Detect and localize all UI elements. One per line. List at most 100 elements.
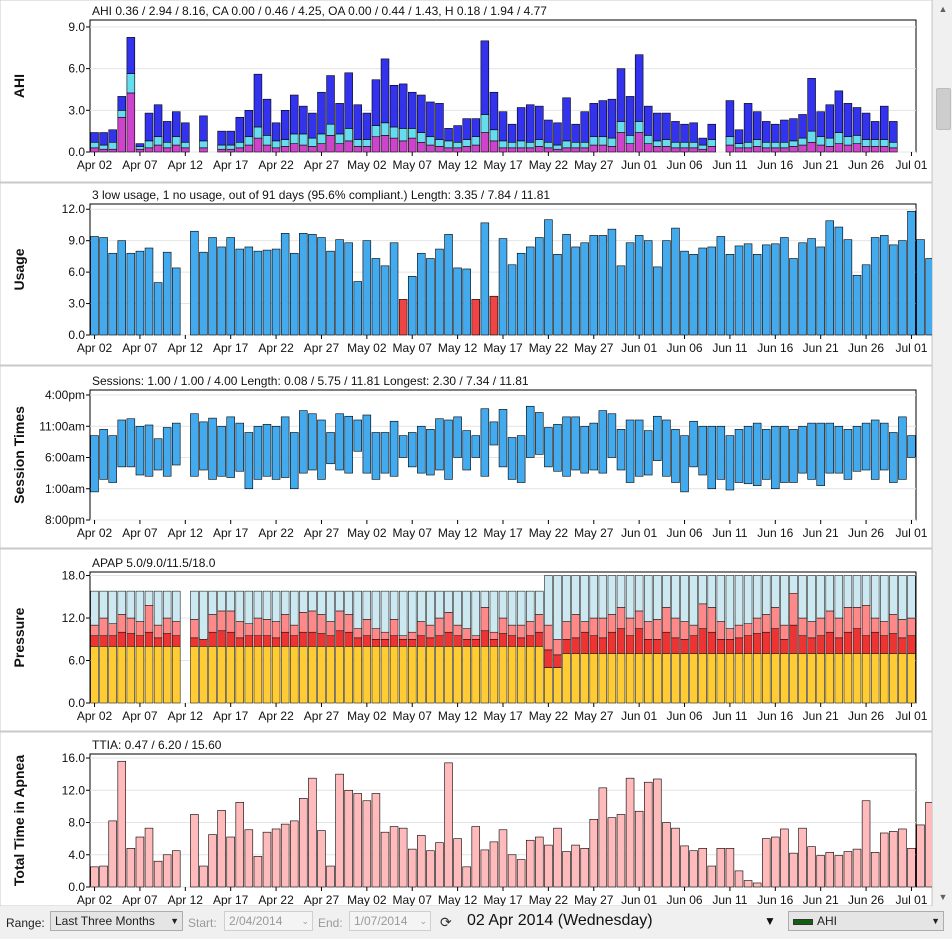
usage-bar <box>444 234 453 336</box>
session-bar <box>507 437 517 480</box>
end-label: End: <box>318 916 343 930</box>
x-tick-label: Apr 07 <box>122 158 158 172</box>
session-bar <box>162 427 172 477</box>
ttia-bar <box>226 836 235 888</box>
pressure-bar-segment <box>544 649 553 668</box>
ahi-bar-segment <box>471 136 481 146</box>
ttia-bar <box>371 793 381 888</box>
pressure-bar-segment <box>880 575 889 622</box>
chart-summary: APAP 5.0/9.0/11.5/18.0 <box>92 556 216 570</box>
ahi-bar-segment <box>752 146 762 153</box>
refresh-icon[interactable]: ⟳ <box>440 914 452 930</box>
end-date-field[interactable]: 1/07/2014 ⌄ <box>349 911 431 931</box>
pressure-bar-segment <box>190 637 199 647</box>
ahi-bar-segment <box>725 100 735 138</box>
ahi-bar-segment <box>489 140 499 153</box>
pressure-bar-segment <box>616 575 626 608</box>
ahi-bar-segment <box>544 147 553 153</box>
pressure-bar-segment <box>389 619 399 636</box>
session-bar <box>843 429 853 480</box>
pressure-bar-segment <box>280 631 290 647</box>
pressure-bar-segment <box>725 575 735 629</box>
pressure-bar-segment <box>389 646 399 704</box>
ahi-bar-segment <box>90 141 99 149</box>
ttia-bar <box>471 826 481 888</box>
ttia-bar <box>153 860 163 888</box>
scroll-up-icon[interactable]: ▲ <box>938 4 948 14</box>
graph-select[interactable]: AHI ▼ <box>788 911 944 931</box>
ttia-bar <box>653 778 662 888</box>
session-bar <box>426 429 435 476</box>
dropdown-triangle-icon[interactable]: ▼ <box>764 914 776 928</box>
pressure-bar-segment <box>889 653 898 704</box>
pressure-bar-segment <box>162 646 172 704</box>
pressure-bar-segment <box>480 607 490 632</box>
pressure-bar-segment <box>807 621 816 639</box>
session-bar <box>462 430 471 471</box>
ttia-bar <box>407 848 417 888</box>
ahi-bar-segment <box>807 130 816 143</box>
ahi-bar-segment <box>616 121 626 133</box>
pressure-bar-segment <box>299 590 308 613</box>
usage-bar <box>335 239 344 336</box>
session-bar <box>362 414 372 474</box>
x-tick-label: Apr 27 <box>304 893 340 906</box>
x-tick-label: Jun 26 <box>848 158 884 172</box>
ahi-bar-segment <box>598 136 608 146</box>
ahi-bar-segment <box>435 139 444 147</box>
ahi-bar-segment <box>562 147 571 153</box>
start-date-field[interactable]: 2/04/2014 ⌄ <box>224 911 313 931</box>
usage-bar <box>562 234 571 336</box>
ahi-bar-segment <box>289 94 299 135</box>
usage-bar <box>226 237 235 336</box>
ahi-bar-segment <box>680 123 689 143</box>
ttia-bar <box>771 836 780 888</box>
pressure-bar-segment <box>662 607 671 633</box>
pressure-bar-segment <box>625 635 635 654</box>
pressure-bar-segment <box>462 628 471 640</box>
pressure-bar-segment <box>462 646 471 704</box>
pressure-bar-segment <box>135 621 145 636</box>
ahi-bar-segment <box>144 147 154 153</box>
pressure-bar-segment <box>380 646 390 704</box>
session-bar <box>716 425 726 480</box>
ahi-bar-segment <box>480 40 490 115</box>
pressure-bar-segment <box>262 635 272 647</box>
y-tick-label: 12.0 <box>62 611 86 625</box>
ahi-bar-segment <box>707 146 717 153</box>
pressure-bar-segment <box>408 631 417 640</box>
x-tick-label: May 27 <box>574 158 614 172</box>
x-tick-label: May 07 <box>393 709 433 723</box>
pressure-bar-segment <box>507 646 517 704</box>
ahi-bar-segment <box>789 118 798 142</box>
pressure-bar-segment <box>771 628 780 654</box>
x-tick-label: May 07 <box>393 893 433 906</box>
y-tick-label: 3.0 <box>68 103 85 117</box>
ttia-bar <box>761 838 771 888</box>
x-tick-label: May 22 <box>529 709 569 723</box>
session-bar <box>861 422 871 471</box>
pressure-bar-segment <box>235 637 244 647</box>
pressure-bar-segment <box>589 617 598 636</box>
pressure-bar-segment <box>117 646 126 704</box>
pressure-bar-segment <box>516 637 526 647</box>
pressure-bar-segment <box>789 653 798 704</box>
x-tick-label: Apr 07 <box>122 709 158 723</box>
ttia-bar <box>299 798 308 888</box>
ahi-bar-segment <box>489 91 499 131</box>
ttia-bar <box>480 849 490 888</box>
scroll-down-icon[interactable]: ▼ <box>938 892 948 902</box>
pressure-bar-segment <box>153 590 163 626</box>
ahi-bar-segment <box>444 140 453 149</box>
x-tick-label: May 12 <box>438 893 478 906</box>
usage-bar <box>244 246 254 336</box>
scroll-thumb[interactable] <box>936 88 951 130</box>
pressure-bar-segment <box>607 631 617 654</box>
usage-bar <box>907 211 916 336</box>
ttia-bar <box>544 844 553 888</box>
session-bar <box>135 425 145 476</box>
pressure-bar-segment <box>199 646 208 704</box>
session-bar <box>616 429 626 471</box>
vertical-scrollbar[interactable]: ▲ ▼ <box>932 0 952 906</box>
range-select[interactable]: Last Three Months ▼ <box>50 911 183 931</box>
